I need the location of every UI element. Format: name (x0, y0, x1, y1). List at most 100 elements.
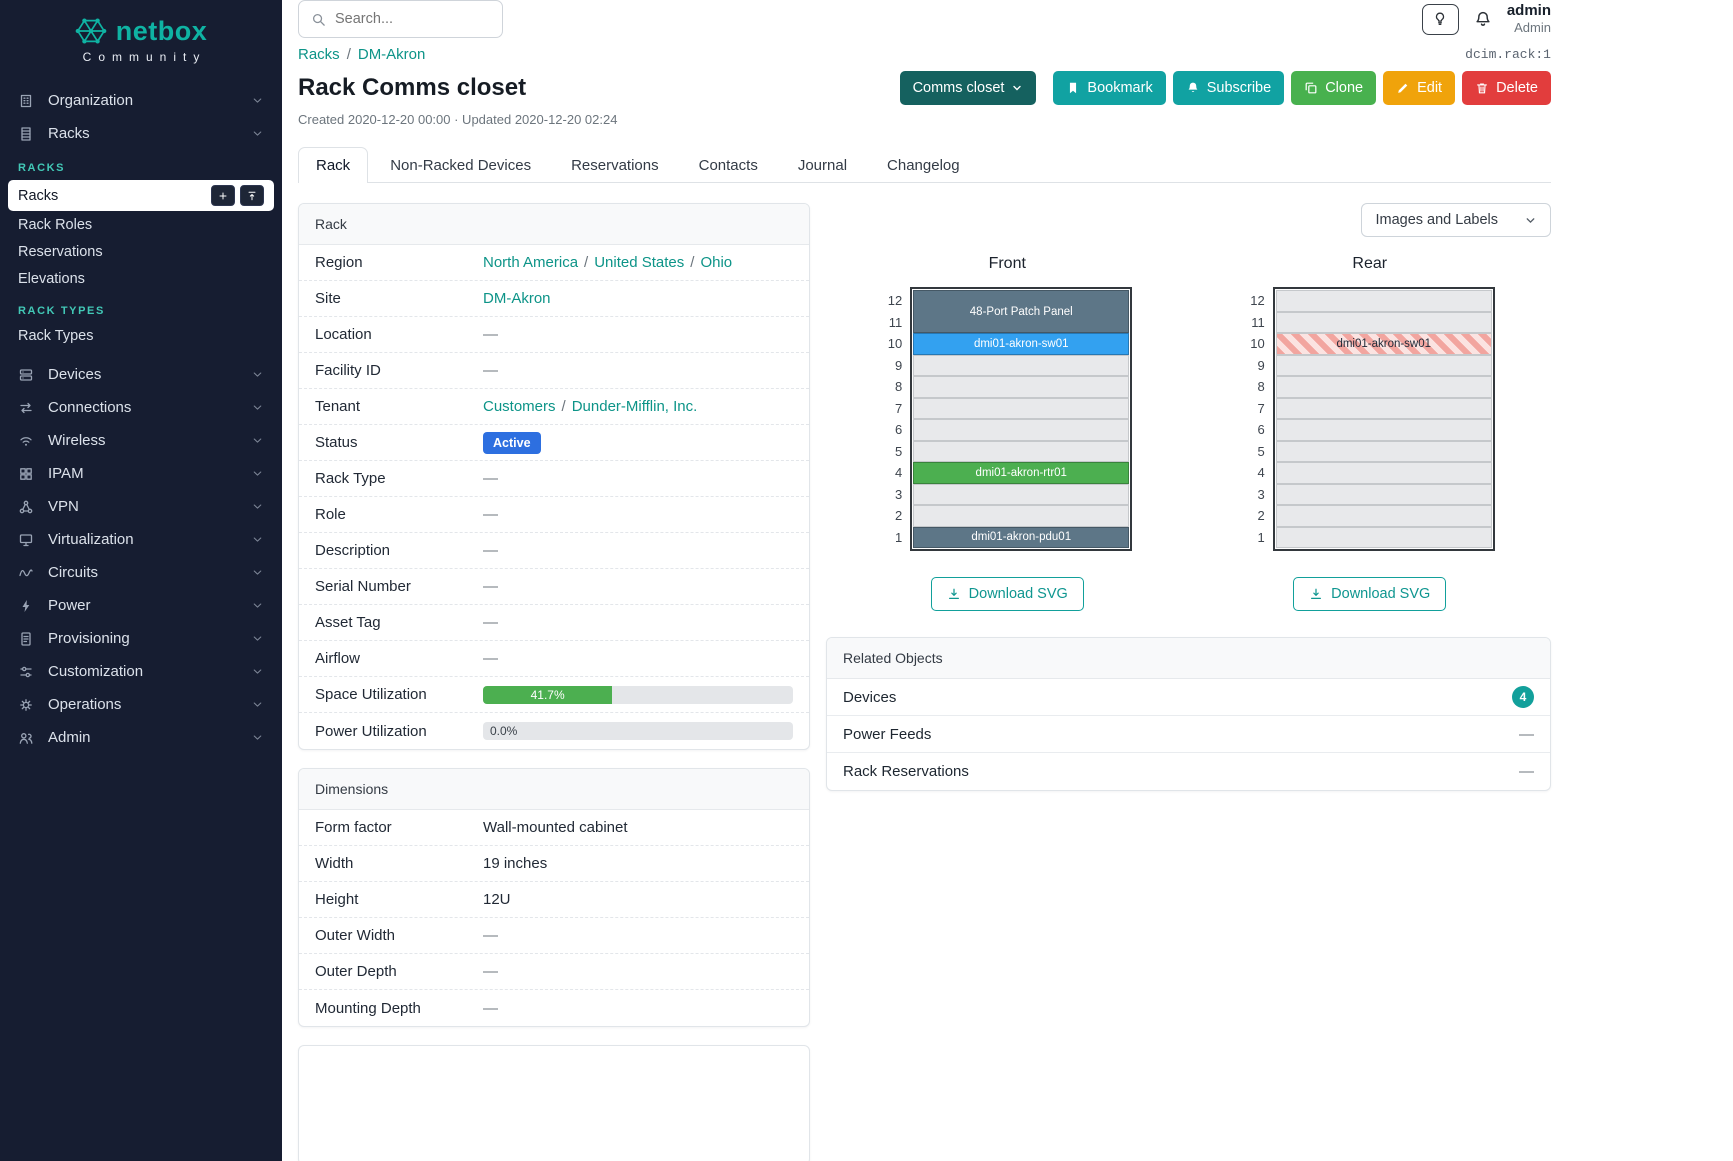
rack-slot-empty[interactable] (1275, 462, 1492, 484)
rack-device[interactable]: dmi01-akron-sw01 (913, 333, 1130, 355)
sidebar-item-organization[interactable]: Organization (0, 84, 282, 117)
rack-slot-empty[interactable] (913, 354, 1130, 376)
theme-toggle-button[interactable] (1421, 3, 1459, 35)
context-dropdown-button[interactable]: Comms closet (899, 71, 1037, 105)
clone-button[interactable]: Clone (1291, 71, 1377, 105)
tab-journal[interactable]: Journal (797, 157, 848, 174)
sidebar-item-racks[interactable]: Racks (0, 117, 282, 150)
sidebar-item-customization[interactable]: Customization (0, 655, 282, 688)
region-link[interactable]: North America (483, 254, 579, 271)
import-button[interactable] (240, 185, 264, 206)
rack-slot-empty[interactable] (1275, 526, 1492, 548)
rack-device[interactable]: 48-Port Patch Panel (913, 290, 1130, 333)
sidebar-item-vpn[interactable]: VPN (0, 490, 282, 523)
user-menu[interactable]: admin Admin (1507, 2, 1551, 36)
tab-rack[interactable]: Rack (298, 147, 369, 183)
tenant-group-link[interactable]: Customers (483, 398, 556, 415)
rack-slot-empty[interactable] (1275, 376, 1492, 398)
chevron-down-icon (251, 127, 264, 140)
unit-number: 3 (895, 486, 903, 502)
sidebar-item-connections[interactable]: Connections (0, 391, 282, 424)
chevron-down-icon (251, 566, 264, 579)
subscribe-button[interactable]: Subscribe (1172, 71, 1285, 105)
rack-slot-empty[interactable] (913, 376, 1130, 398)
space-utilization-fill: 41.7% (483, 685, 613, 704)
rack-slot-empty[interactable] (1275, 290, 1492, 312)
breadcrumb-racks[interactable]: Racks (298, 46, 340, 63)
sidebar-subitem-rack-roles[interactable]: Rack Roles (18, 217, 93, 233)
operations-icon (18, 697, 36, 713)
related-row-rack-reservations[interactable]: Rack Reservations — (843, 763, 1534, 780)
download-svg-rear-button[interactable]: Download SVG (1293, 577, 1447, 611)
devices-icon (18, 367, 36, 383)
tab-contacts[interactable]: Contacts (698, 157, 758, 174)
front-rack: 48-Port Patch Panel dmi01-akron-sw01 dmi01… (910, 287, 1133, 551)
sidebar-item-provisioning[interactable]: Provisioning (0, 622, 282, 655)
attr-row-power-utilization: Power Utilization 0.0% (299, 713, 809, 749)
bookmark-button[interactable]: Bookmark (1053, 71, 1166, 105)
sidebar-item-virtualization[interactable]: Virtualization (0, 523, 282, 556)
tenant-link[interactable]: Dunder-Mifflin, Inc. (571, 398, 698, 415)
chevron-down-icon (251, 467, 264, 480)
sidebar-subitem-elevations[interactable]: Elevations (18, 271, 85, 287)
download-icon (947, 587, 961, 601)
rack-slot-empty[interactable] (913, 419, 1130, 441)
sidebar-item-admin[interactable]: Admin (0, 721, 282, 754)
tab-changelog[interactable]: Changelog (887, 157, 960, 174)
rack-device[interactable]: dmi01-akron-sw01 (1275, 333, 1492, 355)
rack-slot-empty[interactable] (1275, 440, 1492, 462)
netbox-logo-icon (75, 15, 107, 47)
unit-number: 2 (1257, 508, 1265, 523)
wireless-icon (18, 433, 36, 449)
add-button[interactable] (211, 185, 235, 206)
space-utilization-bar: 41.7% (483, 685, 793, 704)
rack-device[interactable]: dmi01-akron-pdu01 (913, 526, 1130, 548)
rear-rack: dmi01-akron-sw01 (1272, 287, 1495, 551)
edit-button[interactable]: Edit (1383, 71, 1456, 105)
related-row-devices[interactable]: Devices 4 (827, 679, 1550, 716)
circuits-icon (18, 565, 36, 581)
sidebar-subitem-rack-types[interactable]: Rack Types (18, 328, 94, 344)
rack-slot-empty[interactable] (1275, 419, 1492, 441)
search-input[interactable] (335, 11, 490, 27)
rack-slot-empty[interactable] (913, 483, 1130, 505)
related-row-power-feeds[interactable]: Power Feeds — (827, 716, 1550, 753)
brand[interactable]: netbox Community (0, 0, 282, 74)
region-link[interactable]: Ohio (700, 254, 733, 271)
delete-button[interactable]: Delete (1462, 71, 1551, 105)
sidebar-subitem-reservations[interactable]: Reservations (18, 244, 103, 260)
sidebar-subitem-racks[interactable]: Racks (8, 180, 274, 211)
rack-slot-empty[interactable] (1275, 311, 1492, 333)
rack-device[interactable]: dmi01-akron-rtr01 (913, 462, 1130, 484)
sidebar-item-ipam[interactable]: IPAM (0, 457, 282, 490)
dimensions-panel-title: Dimensions (299, 769, 809, 810)
images-labels-dropdown[interactable]: Images and Labels (1361, 203, 1551, 237)
rack-slot-empty[interactable] (913, 440, 1130, 462)
chevron-down-icon (251, 401, 264, 414)
sidebar-item-devices[interactable]: Devices (0, 358, 282, 391)
search-box[interactable] (298, 0, 503, 38)
site-link[interactable]: DM-Akron (483, 290, 551, 307)
left-column: Rack Region North America / United State… (298, 203, 810, 1161)
notifications-button[interactable] (1474, 10, 1492, 28)
rack-slot-empty[interactable] (913, 397, 1130, 419)
unit-number: 2 (895, 508, 903, 523)
attr-row-height: Height 12U (299, 882, 809, 918)
download-svg-front-button[interactable]: Download SVG (930, 577, 1084, 611)
breadcrumb-site[interactable]: DM-Akron (357, 46, 426, 63)
bell-icon (1474, 10, 1492, 28)
rack-slot-empty[interactable] (1275, 397, 1492, 419)
sidebar-item-power[interactable]: Power (0, 589, 282, 622)
rack-slot-empty[interactable] (1275, 483, 1492, 505)
sidebar-item-circuits[interactable]: Circuits (0, 556, 282, 589)
rack-slot-empty[interactable] (913, 505, 1130, 527)
rack-slot-empty[interactable] (1275, 505, 1492, 527)
attr-row-facility-id: Facility ID — (299, 353, 809, 389)
ipam-icon (18, 466, 36, 482)
sidebar-item-wireless[interactable]: Wireless (0, 424, 282, 457)
region-link[interactable]: United States (594, 254, 685, 271)
sidebar-item-operations[interactable]: Operations (0, 688, 282, 721)
tab-non-racked-devices[interactable]: Non-Racked Devices (390, 157, 532, 174)
rack-slot-empty[interactable] (1275, 354, 1492, 376)
tab-reservations[interactable]: Reservations (571, 157, 659, 174)
